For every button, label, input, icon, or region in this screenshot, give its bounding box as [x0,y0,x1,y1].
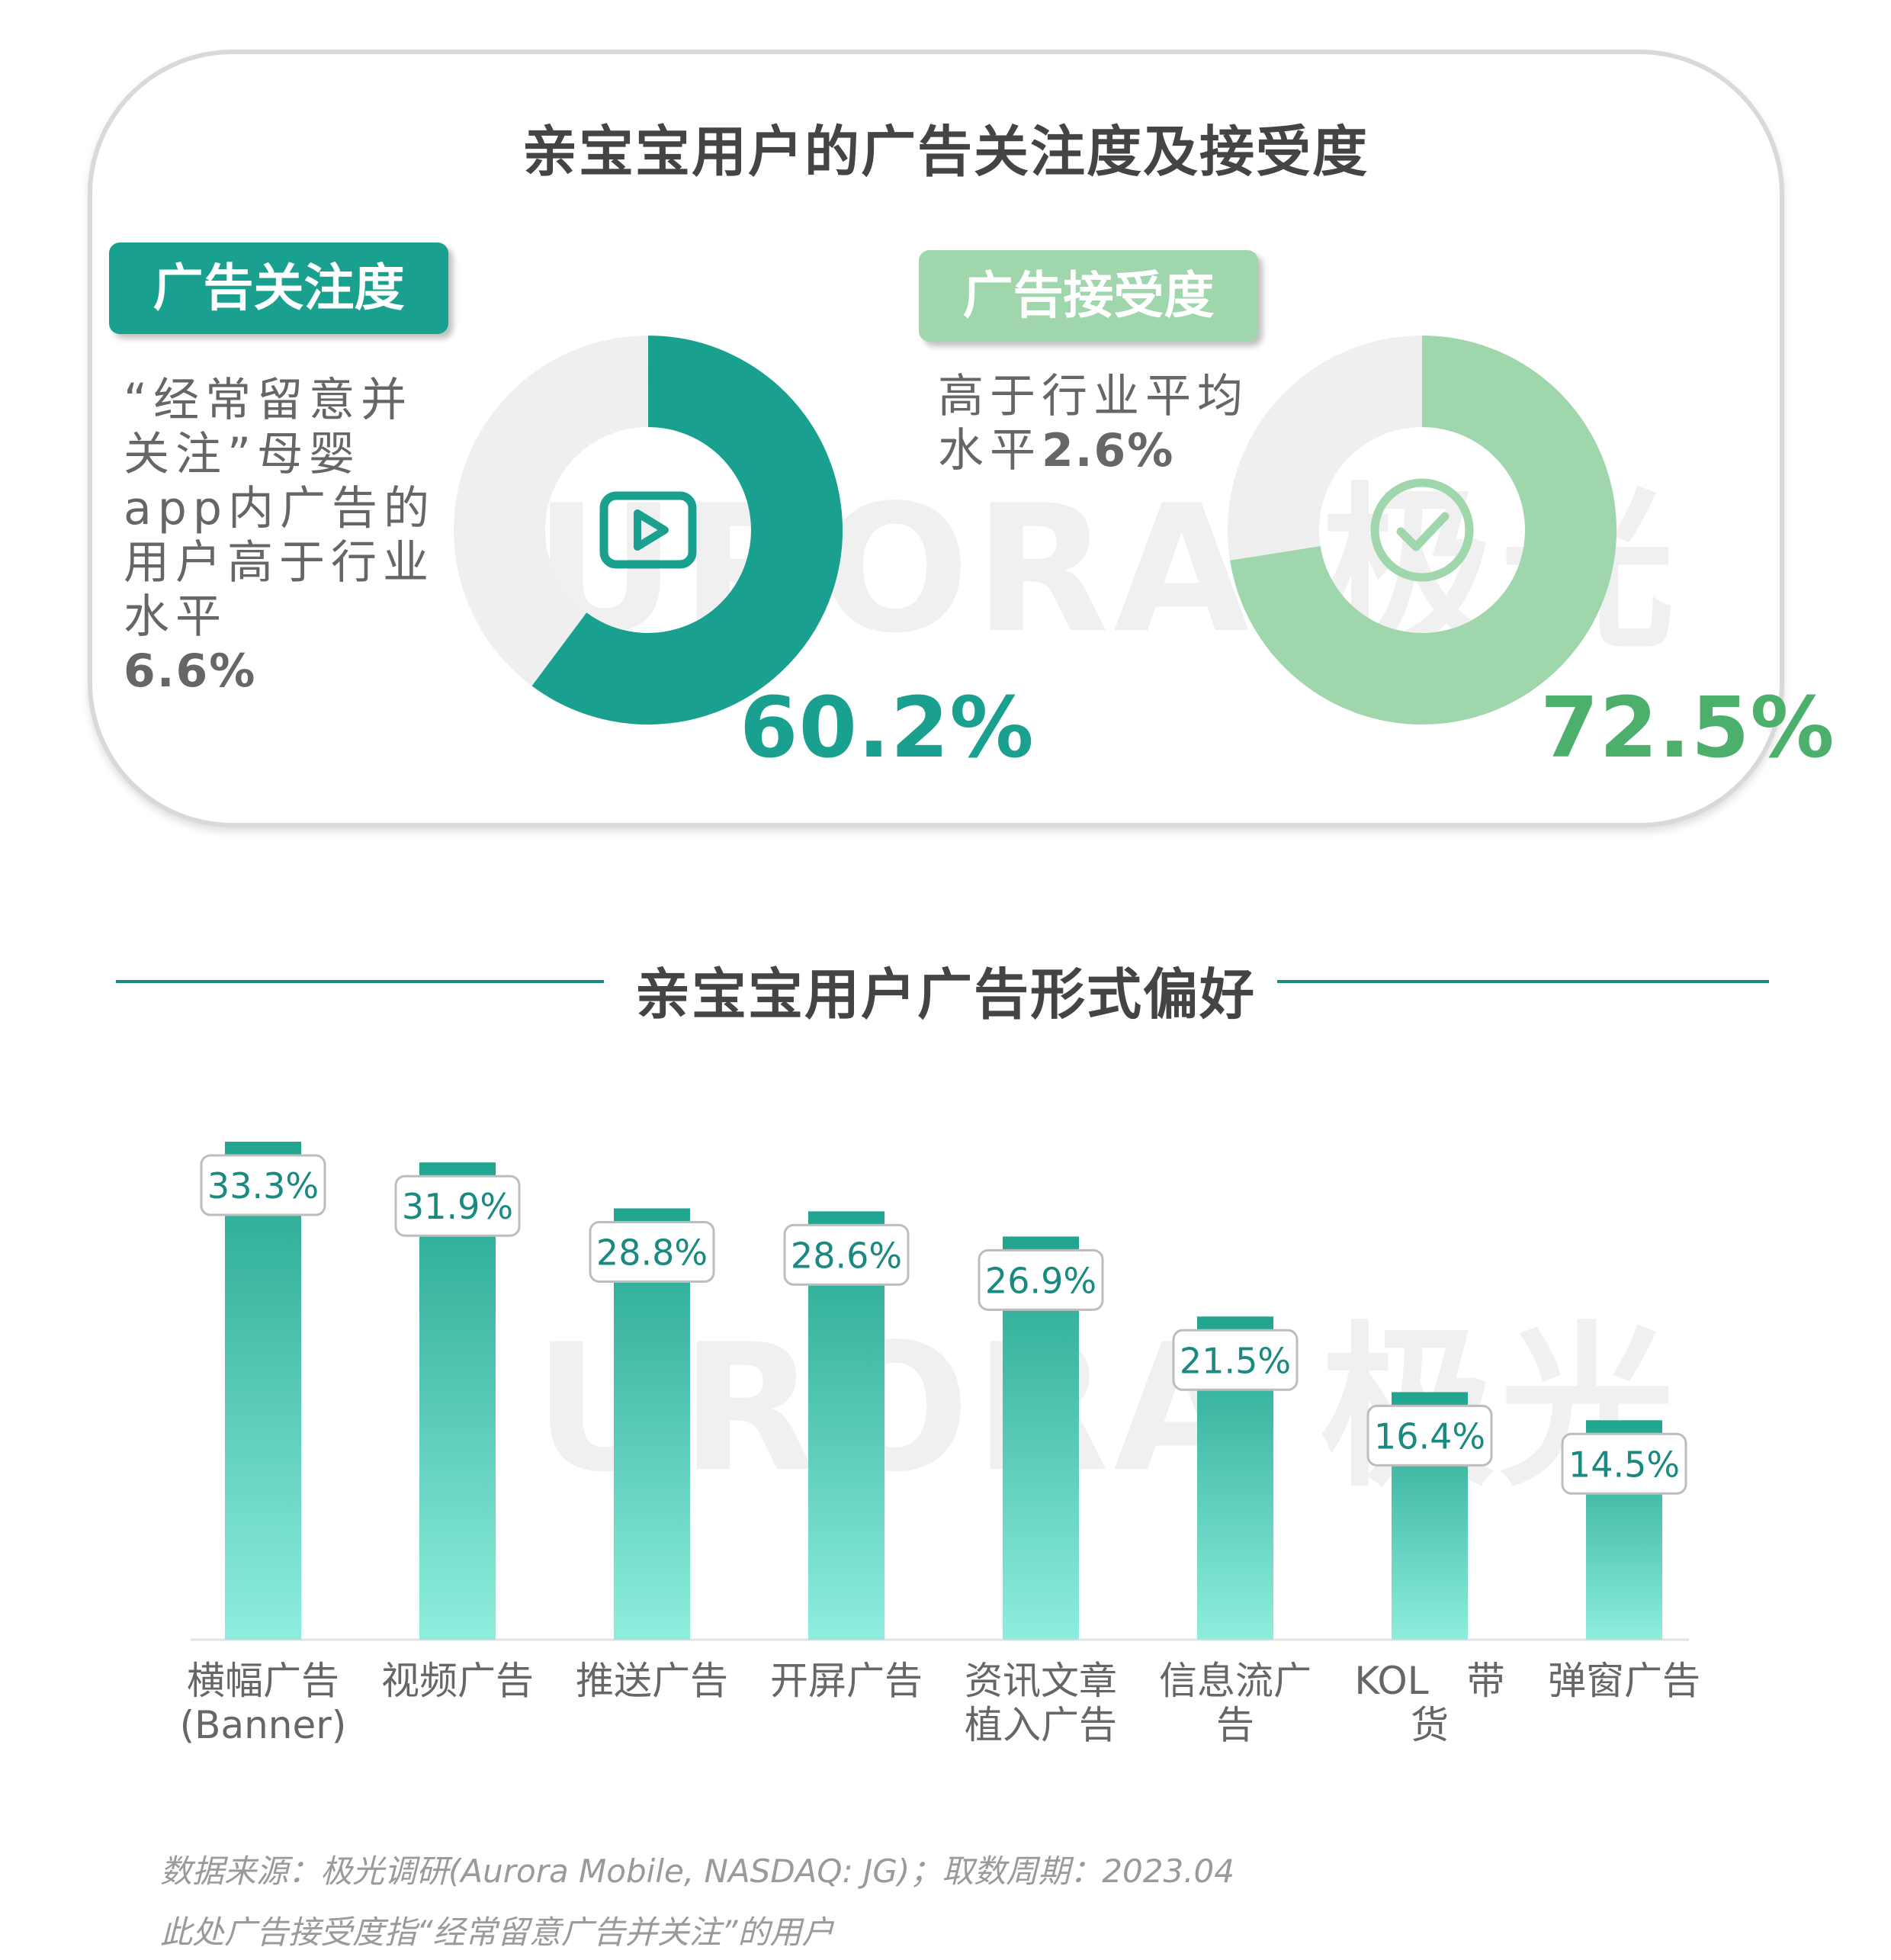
acceptance-donut-arc [1230,336,1616,725]
bar-cap [808,1211,884,1219]
acceptance-tag: 广告接受度 [919,250,1258,342]
data-label-box [200,1154,326,1216]
acceptance-description-value: 2.6% [1042,424,1175,477]
data-label: 16.4% [1374,1415,1485,1457]
bar [808,1216,884,1640]
attention-description: “经常留意并关注”母婴app内广告的用户高于行业水平 6.6% [124,374,451,699]
check-circle-icon [1370,478,1474,582]
x-tick-label: 信息流广告 [1159,1659,1312,1747]
bar-cap [614,1208,690,1216]
data-label-box [1366,1404,1493,1467]
top-card-title: 亲宝宝用户的广告关注度及接受度 [522,120,1369,184]
data-label: 33.3% [207,1165,319,1207]
data-label-box [1172,1329,1299,1391]
x-tick-label: 弹窗广告 [1548,1659,1700,1703]
section-divider-right [1277,980,1769,983]
data-label: 21.5% [1180,1340,1291,1381]
x-tick-label: 视频广告 [381,1659,534,1703]
play-icon [599,491,697,569]
acceptance-description-text: 高于行业平均水平 [938,370,1249,477]
acceptance-donut [1228,336,1616,725]
data-label-box [978,1248,1104,1311]
data-label-box [394,1174,521,1237]
data-label-box [589,1220,715,1283]
x-tick-label: 推送广告 [576,1659,728,1703]
bar [225,1146,301,1640]
bar-cap [1197,1316,1273,1325]
data-label: 31.9% [402,1186,513,1227]
bar-chart: 33.3% 31.9% 28.8% 28.6% 26.9% 21.5% 16.4% 14.5% [191,1142,1689,1641]
bar-cap [1586,1420,1662,1428]
bar-cap [1003,1236,1079,1245]
attention-description-text: “经常留意并关注”母婴app内广告的用户高于行业水平 [124,374,435,644]
data-label: 26.9% [985,1260,1096,1301]
data-label-box [783,1223,910,1286]
acceptance-description: 高于行业平均水平2.6% [938,370,1266,478]
bar [419,1167,496,1640]
section-divider-left [116,980,604,983]
data-label: 14.5% [1568,1444,1680,1485]
data-label: 28.8% [596,1232,708,1273]
bar-cap [225,1142,301,1150]
x-tick-label: KOL 带货 [1354,1659,1505,1747]
footnote-source: 数据来源：极光调研(Aurora Mobile, NASDAQ: JG)；取数周… [160,1852,1234,1890]
data-label-box [1561,1432,1687,1495]
x-tick-label: 开屏广告 [770,1659,923,1703]
attention-donut-arc [531,336,843,725]
acceptance-percent: 72.5% [1540,679,1835,776]
data-label: 28.6% [791,1235,902,1276]
x-tick-label: 横幅广告 (Banner) [179,1659,347,1747]
attention-description-value: 6.6% [124,644,257,698]
x-tick-label: 资讯文章 植入广告 [965,1659,1117,1747]
attention-donut [454,336,843,725]
footnote-definition: 此处广告接受度指“经常留意广告并关注”的用户 [160,1913,834,1951]
bar-cap [1392,1392,1468,1400]
attention-percent: 60.2% [740,679,1035,776]
bar [614,1213,690,1640]
attention-tag: 广告关注度 [109,243,448,334]
bar-cap [419,1162,496,1171]
bar-chart-title: 亲宝宝用户广告形式偏好 [634,962,1256,1027]
